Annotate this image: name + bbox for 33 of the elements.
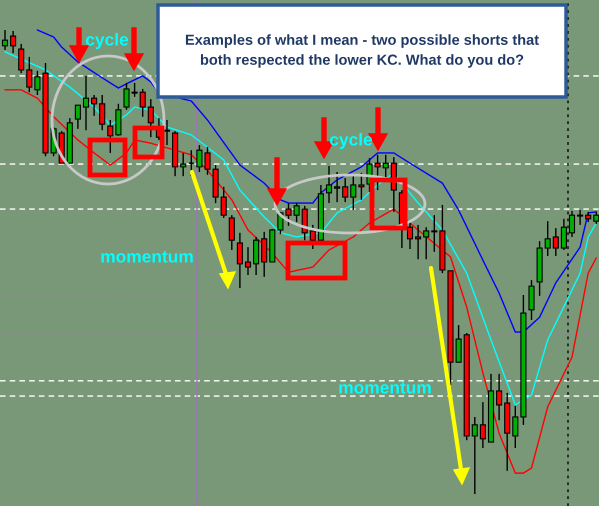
- candlestick: [577, 209, 584, 226]
- candlestick: [99, 94, 106, 131]
- annotation: Examples of what I mean - two possible shorts that both respected the lower KC. What do you do?: [186, 34, 539, 68]
- candlestick: [528, 279, 535, 321]
- candlestick: [10, 30, 16, 54]
- candlestick: [228, 214, 235, 251]
- candlestick: [496, 373, 502, 421]
- candlestick: [74, 104, 81, 130]
- candlestick: [456, 324, 462, 363]
- candlestick: [204, 146, 211, 176]
- candlestick: [82, 75, 90, 131]
- candlestick: [480, 401, 486, 449]
- candlestick: [415, 224, 422, 260]
- candlestick: [253, 236, 260, 276]
- annotation: momentum: [339, 382, 431, 394]
- candlestick: [180, 152, 186, 177]
- candlestick: [294, 202, 300, 223]
- candlestick: [123, 82, 130, 111]
- candlestick: [196, 144, 202, 173]
- candlestick: [132, 82, 138, 98]
- candlestick: [220, 186, 227, 219]
- candlestick: [358, 172, 364, 201]
- candlestick: [244, 246, 252, 276]
- candlestick: [326, 165, 332, 204]
- annotation: cycle: [86, 32, 128, 50]
- candlestick: [334, 171, 340, 203]
- candlestick: [188, 149, 194, 177]
- candlestick: [2, 29, 8, 51]
- candlestick: [91, 94, 98, 117]
- candlestick: [236, 232, 243, 289]
- candlestick: [34, 70, 40, 96]
- candlestick: [285, 202, 292, 227]
- annotation: momentum: [101, 251, 193, 263]
